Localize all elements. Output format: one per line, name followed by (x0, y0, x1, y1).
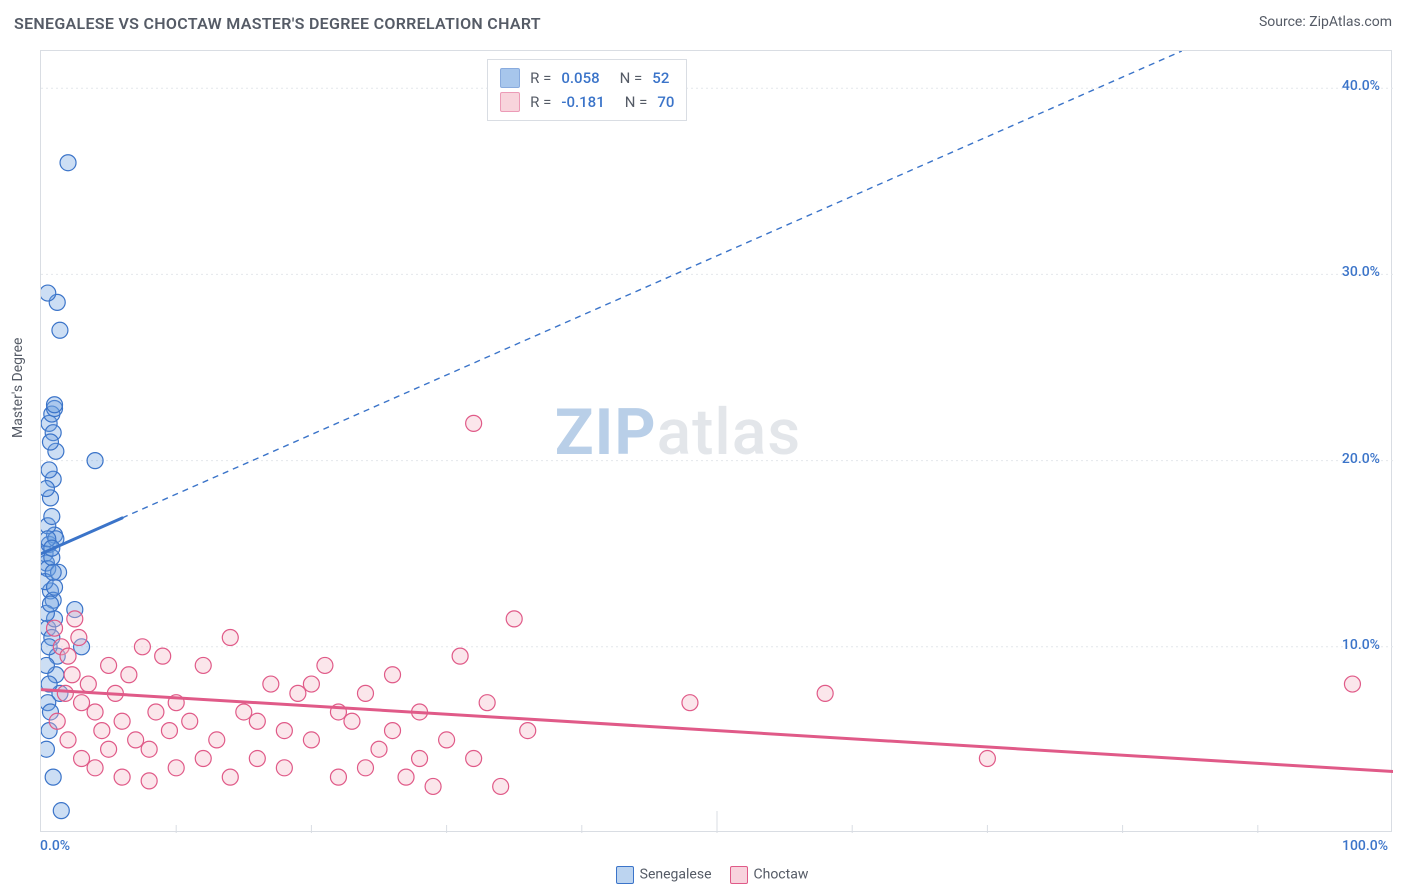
y-axis-label: Master's Degree (10, 338, 26, 438)
stats-swatch (500, 68, 520, 88)
stats-row: R = 0.058 N = 52 (500, 66, 674, 90)
y-tick-label: 10.0% (1342, 637, 1380, 653)
stat-n-value: 70 (657, 90, 674, 114)
legend-label: Choctaw (754, 867, 809, 883)
stat-n-label: N = (620, 66, 643, 90)
bottom-legend: Senegalese Choctaw (0, 866, 1406, 884)
legend-swatch (616, 866, 634, 884)
chart-svg (41, 51, 1393, 833)
x-tick-label: 100.0% (1342, 838, 1388, 854)
stat-r-value: 0.058 (561, 66, 599, 90)
stats-row: R = -0.181 N = 70 (500, 90, 674, 114)
x-tick-label: 0.0% (40, 838, 70, 854)
y-tick-label: 20.0% (1342, 451, 1380, 467)
y-tick-label: 30.0% (1342, 264, 1380, 280)
y-tick-label: 40.0% (1342, 78, 1380, 94)
chart-title: SENEGALESE VS CHOCTAW MASTER'S DEGREE CO… (14, 14, 541, 33)
stat-n-value: 52 (652, 66, 669, 90)
stat-n-label: N = (625, 90, 648, 114)
source-label: Source: ZipAtlas.com (1259, 14, 1392, 30)
plot-area: ZIPatlas R = 0.058 N = 52R = -0.181 N = … (40, 50, 1392, 832)
stat-r-value: -0.181 (561, 90, 604, 114)
stats-legend-box: R = 0.058 N = 52R = -0.181 N = 70 (487, 59, 687, 121)
stats-swatch (500, 92, 520, 112)
legend-label: Senegalese (640, 867, 712, 883)
legend-swatch (730, 866, 748, 884)
stat-r-label: R = (530, 66, 551, 90)
stat-r-label: R = (530, 90, 551, 114)
